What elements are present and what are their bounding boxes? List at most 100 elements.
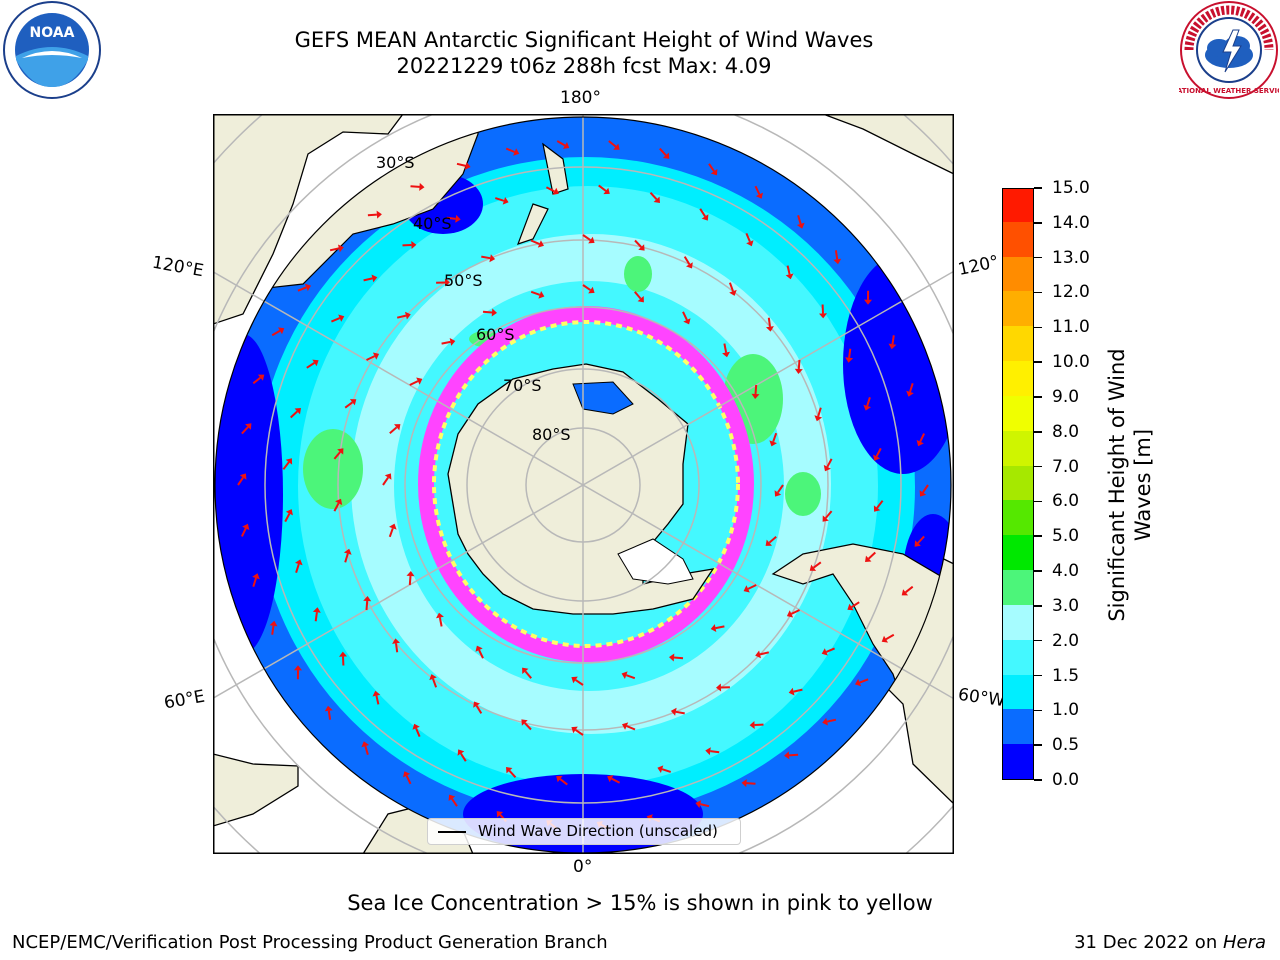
wave-direction-arrowhead [403,771,411,778]
wave-direction-arrow [331,317,341,323]
wave-direction-arrow [290,410,298,419]
wave-direction-arrowhead [794,368,803,374]
wave-direction-arrowhead [766,326,774,332]
colorbar-tick-mark [1034,465,1042,468]
wave-direction-arrow [812,561,822,569]
wave-direction-arrow [875,447,882,457]
wave-direction-arrow [271,329,281,337]
wave-direction-arrowhead [822,515,829,522]
wave-direction-arrow [344,401,353,409]
wave-direction-arrowhead [755,192,763,199]
colorbar-tick-label: 5.0 [1052,526,1080,547]
wave-direction-arrowhead [873,454,881,461]
nws-logo-text: NATIONAL WEATHER SERVICE [1179,87,1279,95]
wave-direction-arrow [478,649,484,659]
wave-direction-arrowhead [242,523,250,531]
colorbar-tick-label: 4.0 [1052,561,1080,582]
wave-direction-arrowhead [521,719,528,726]
footer-credit: NCEP/EMC/Verification Post Processing Pr… [12,932,608,953]
colorbar-segment [1003,743,1033,779]
wave-direction-arrowhead [411,241,417,249]
wave-direction-arrow [786,265,791,275]
wave-direction-arrow [759,651,770,656]
wave-direction-arrowhead [845,357,854,363]
wave-direction-arrowhead [312,359,319,367]
wave-direction-arrow [797,359,801,370]
wave-direction-arrow [482,310,493,314]
wave-direction-arrowhead [796,222,805,229]
wave-direction-arrow [508,770,517,778]
wave-direction-arrowhead [710,624,717,632]
wave-direction-arrowhead [394,424,401,431]
chart-subtitle: 20221229 t06z 288h fcst Max: 4.09 [396,54,772,78]
wave-direction-arrow [252,376,262,385]
wave-direction-arrow [817,407,822,417]
wave-direction-arrow [271,625,275,635]
colorbar-tick-mark [1034,709,1042,712]
wave-direction-arrow [608,140,617,148]
lon-label-120w: 120° [956,251,1001,281]
map-panel [213,114,954,854]
wave-direction-arrowhead [448,794,456,801]
wave-direction-arrow [306,362,315,369]
wave-direction-arrow [682,311,688,321]
wave-direction-arrow [582,234,591,241]
graticule [213,114,954,854]
colorbar-tick-label: 15.0 [1052,178,1090,198]
colorbar-segment [1003,534,1033,571]
wave-direction-arrow [382,477,389,486]
wave-direction-arrow [495,197,505,202]
wave-direction-arrowhead [491,308,497,317]
colorbar-segment [1003,569,1033,605]
wave-direction-arrowhead [563,142,570,149]
colorbar-segment [1003,674,1033,710]
colorbar-tick-label: 1.5 [1052,665,1080,686]
colorbar-segment [1003,256,1033,292]
wave-direction-arrow [661,768,671,773]
lon-label-120e: 120°E [150,252,206,282]
wave-direction-arrowhead [295,559,303,566]
wave-direction-arrow [710,750,720,754]
sea-ice-ring [418,306,754,662]
wave-direction-arrow [481,255,491,260]
wave-direction-arrow [410,185,420,188]
wave-direction-arrow [451,798,458,807]
footer-date-text: 31 Dec 2022 on [1074,932,1223,953]
colorbar-tick-mark [1034,639,1042,642]
wave-direction-arrowhead [537,240,544,248]
wave-direction-arrow [834,250,839,260]
wave-direction-arrowhead [919,490,927,497]
wave-direction-arrow [768,536,777,544]
colorbar-tick-label: 14.0 [1052,212,1090,233]
colorbar-segment [1003,708,1033,745]
wave-direction-arrowhead [522,667,529,674]
wave-direction-arrowhead [506,767,513,774]
wave-direction-arrow [408,575,412,586]
wave-direction-arrow [432,678,438,688]
wave-direction-arrow [252,577,257,587]
wave-direction-arrowhead [819,313,827,319]
wave-direction-arrow [876,500,884,509]
wave-direction-arrow [329,247,340,252]
wave-direction-arrowhead [916,439,924,447]
wave-direction-arrowhead [337,448,344,455]
wave-direction-arrow [909,383,914,393]
wave-direction-arrowhead [695,800,702,808]
wave-direction-arrow [904,585,914,594]
wave-direction-arrow [634,239,642,248]
colorbar-tick-mark [1034,605,1042,607]
colorbar-tick-mark [1034,535,1042,537]
wave-direction-arrow [659,147,667,156]
wave-direction-arrow [919,433,926,443]
wave-direction-arrowhead [294,665,302,671]
wave-direction-arrow [297,286,307,292]
wave-direction-arrow [793,688,803,693]
noaa-logo-text: NOAA [30,25,75,41]
colorbar-tick-label: 0.5 [1052,735,1080,756]
colorbar-segment [1003,221,1033,257]
wave-direction-arrowhead [710,169,718,176]
nws-logo: NATIONAL WEATHER SERVICE [1179,1,1279,99]
wave-direction-arrowhead [372,352,380,360]
wave-direction-arrowhead [864,299,872,305]
wave-direction-arrow [375,695,380,705]
